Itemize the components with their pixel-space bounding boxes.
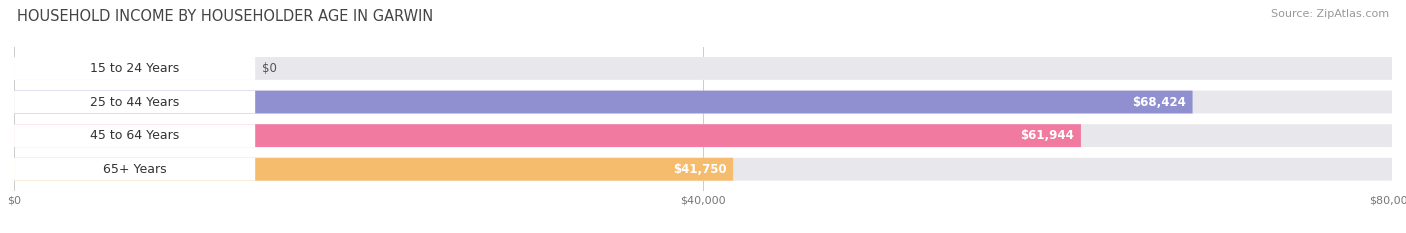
Text: 25 to 44 Years: 25 to 44 Years: [90, 96, 179, 109]
FancyBboxPatch shape: [14, 124, 1392, 147]
FancyBboxPatch shape: [14, 124, 256, 147]
FancyBboxPatch shape: [14, 158, 256, 181]
FancyBboxPatch shape: [14, 91, 1392, 113]
FancyBboxPatch shape: [14, 158, 1392, 181]
Text: $68,424: $68,424: [1132, 96, 1185, 109]
Text: HOUSEHOLD INCOME BY HOUSEHOLDER AGE IN GARWIN: HOUSEHOLD INCOME BY HOUSEHOLDER AGE IN G…: [17, 9, 433, 24]
Text: 65+ Years: 65+ Years: [103, 163, 166, 176]
FancyBboxPatch shape: [14, 158, 733, 181]
FancyBboxPatch shape: [14, 57, 256, 80]
Text: $61,944: $61,944: [1021, 129, 1074, 142]
FancyBboxPatch shape: [14, 91, 1192, 113]
Text: $41,750: $41,750: [672, 163, 727, 176]
Text: 15 to 24 Years: 15 to 24 Years: [90, 62, 179, 75]
FancyBboxPatch shape: [14, 124, 1081, 147]
FancyBboxPatch shape: [14, 91, 256, 113]
Text: 45 to 64 Years: 45 to 64 Years: [90, 129, 179, 142]
Text: $0: $0: [262, 62, 277, 75]
Text: Source: ZipAtlas.com: Source: ZipAtlas.com: [1271, 9, 1389, 19]
FancyBboxPatch shape: [14, 57, 1392, 80]
